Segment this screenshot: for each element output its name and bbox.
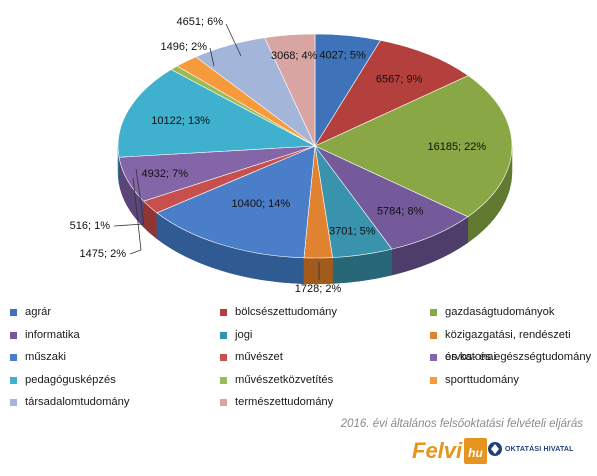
data-label: 16185; 22% (427, 141, 486, 153)
pie-slice (156, 145, 316, 259)
data-label: 4027; 5% (319, 49, 366, 61)
legend-swatch (220, 354, 227, 361)
legend-item: közigazgatási, rendészeti és katonai (430, 329, 595, 363)
data-label: 516; 1% (70, 220, 111, 232)
data-label: 1475; 2% (80, 248, 127, 260)
hivatal-emblem-icon (488, 442, 502, 456)
pie-slice (264, 33, 316, 147)
legend-item: társadalomtudomány (10, 396, 220, 419)
legend-swatch (430, 354, 437, 361)
legend-label: informatika (25, 328, 80, 341)
legend-label: természettudomány (235, 396, 334, 408)
hivatal-logo-text: OKTATÁSI HIVATAL (505, 445, 574, 453)
felvi-logo-suffix: hu (464, 438, 487, 464)
legend-label: műszaki (25, 351, 67, 363)
data-label: 10122; 13% (151, 115, 210, 127)
legend-item: sporttudomány (430, 374, 595, 397)
pie-chart: 4027; 5% 6567; 9% 16185; 22% 5784; 8%3701; … (70, 16, 513, 295)
legend-label: gazdaságtudományok (445, 306, 555, 318)
legend-swatch (220, 399, 227, 406)
data-label: 3068; 4% (271, 50, 318, 62)
legend-swatch (220, 309, 227, 316)
pie-top-group (117, 33, 513, 259)
legend-item: jogi (220, 329, 430, 352)
legend-swatch (220, 331, 227, 339)
data-label: 3701; 5% (329, 226, 376, 238)
legend-item: informatika (10, 329, 220, 352)
data-label: 4651; 6% (177, 16, 224, 28)
legend-label: művészetközvetítés (235, 373, 334, 386)
pie-side-group (117, 145, 513, 285)
legend-swatch (430, 376, 437, 384)
legend-label: művészet (235, 351, 283, 363)
legend-label: jogi (235, 328, 253, 341)
legend-item: gazdaságtudományok (430, 306, 595, 329)
legend-label: sporttudomány (445, 373, 520, 386)
legend-item: művészetközvetítés (220, 374, 430, 397)
data-label: 10400; 14% (231, 198, 290, 210)
data-label: 4932; 7% (142, 168, 189, 180)
legend-label: pedagógusképzés (25, 373, 116, 386)
legend-swatch (10, 331, 17, 339)
legend-label: bölcsészettudomány (235, 306, 337, 318)
legend-label: agrár (25, 306, 52, 318)
legend-swatch (430, 331, 437, 339)
legend-swatch (220, 376, 227, 384)
data-label: 1728; 2% (295, 283, 342, 295)
data-label: 5784; 8% (377, 205, 424, 217)
legend-item: agrár (10, 306, 220, 329)
chart-caption: 2016. évi általános felsőoktatási felvét… (340, 418, 583, 430)
pie-slice (314, 40, 469, 147)
felvi-logo: Felvi hu (412, 438, 487, 464)
data-label: 1496; 2% (161, 41, 208, 53)
legend-label: közigazgatási, rendészeti és katonai (445, 328, 571, 364)
legend-swatch (10, 376, 17, 384)
legend-swatch (10, 354, 17, 361)
legend-label: orvos- és egészségtudomány (445, 351, 592, 363)
data-label: 6567; 9% (376, 73, 423, 85)
leader-line (209, 47, 215, 67)
pie-slice (314, 145, 469, 250)
data-labels: 4027; 5% 6567; 9% 16185; 22% 5784; 8%3701; … (70, 16, 487, 295)
legend-swatch (10, 309, 17, 316)
legend-item: műszaki (10, 351, 220, 374)
leader-lines (113, 23, 320, 280)
leader-line (129, 177, 142, 255)
legend-swatch (10, 399, 17, 406)
legend-label: társadalomtudomány (25, 396, 130, 408)
legend-swatch (430, 309, 437, 316)
leader-line (225, 23, 242, 57)
pie-slice (117, 69, 317, 158)
felvi-logo-text: Felvi (412, 438, 463, 463)
pie-slice-side (303, 257, 333, 285)
legend-item: bölcsészettudomány (220, 306, 430, 329)
oktatasi-hivatal-logo: OKTATÁSI HIVATAL (487, 441, 574, 457)
legend-item: természettudomány (220, 396, 430, 419)
legend-item: pedagógusképzés (10, 374, 220, 397)
pie-slice (314, 75, 513, 218)
chart-legend: agrár bölcsészettudomány gazdaságtudományo… (10, 306, 595, 419)
leader-line (113, 168, 145, 227)
legend-item: orvos- és egészségtudomány (430, 351, 595, 374)
legend-item: művészet (220, 351, 430, 374)
